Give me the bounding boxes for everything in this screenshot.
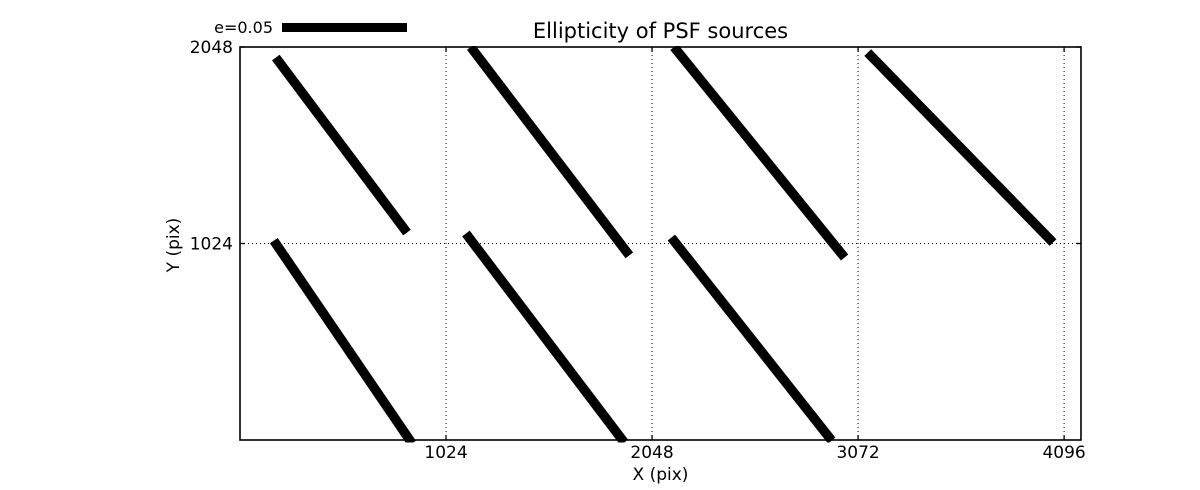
y-tick-label: 2048 [190,38,233,58]
y-axis-label: Y (pix) [164,217,184,273]
x-axis-label: X (pix) [632,465,689,485]
legend-label: e=0.05 [214,18,273,37]
whisker [269,237,416,443]
x-tick-label: 2048 [630,443,673,463]
legend-whisker-sample [282,23,407,32]
tick-labels: 1024 2048 3072 4096 1024 2048 [190,38,1086,463]
tick-marks [240,46,1081,440]
y-tick-label: 1024 [190,235,233,255]
whisker [667,234,836,443]
x-tick-label: 3072 [836,443,879,463]
whisker [670,46,849,261]
whisker [466,46,634,259]
whisker [864,49,1057,246]
whisker [272,54,411,236]
whisker-segments [269,46,1057,443]
whisker [462,230,629,443]
gridlines [240,47,1081,440]
x-tick-label: 4096 [1042,443,1085,463]
x-tick-label: 1024 [424,443,467,463]
chart-title: Ellipticity of PSF sources [532,19,789,43]
